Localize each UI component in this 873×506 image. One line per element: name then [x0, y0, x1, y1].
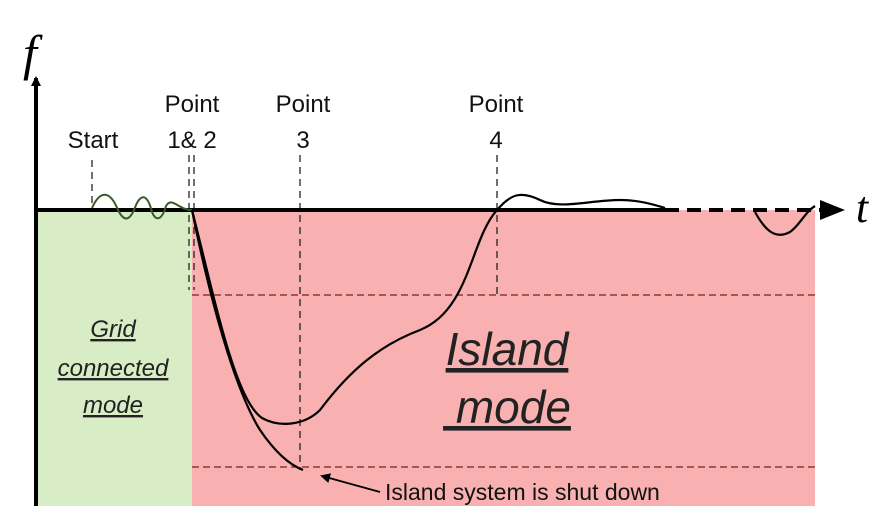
x-axis-label: t	[856, 183, 870, 232]
grid-wave	[91, 193, 193, 220]
frequency-curve	[190, 193, 666, 425]
island-region	[192, 210, 815, 506]
y-axis-label: f	[23, 25, 43, 81]
marker-label: Point	[469, 91, 524, 118]
shutdown-curve	[190, 209, 304, 472]
annotation: Island system is shut down	[385, 479, 660, 505]
marker-label: 1& 2	[167, 127, 216, 154]
grid-region	[36, 210, 192, 506]
annotation-arrow	[320, 473, 381, 493]
marker-label: Point	[165, 91, 220, 118]
region-label: Grid	[90, 316, 136, 343]
marker-label: 3	[296, 127, 309, 154]
x-axis-arrow	[820, 200, 845, 220]
marker-label: 4	[489, 127, 502, 154]
region-label: Island	[446, 323, 570, 375]
region-label: connected	[58, 355, 169, 382]
tail-curve	[754, 205, 816, 236]
region-label: mode	[443, 381, 571, 433]
marker-label: Point	[276, 91, 331, 118]
marker-label: Start	[68, 127, 119, 154]
region-label: mode	[83, 392, 143, 419]
